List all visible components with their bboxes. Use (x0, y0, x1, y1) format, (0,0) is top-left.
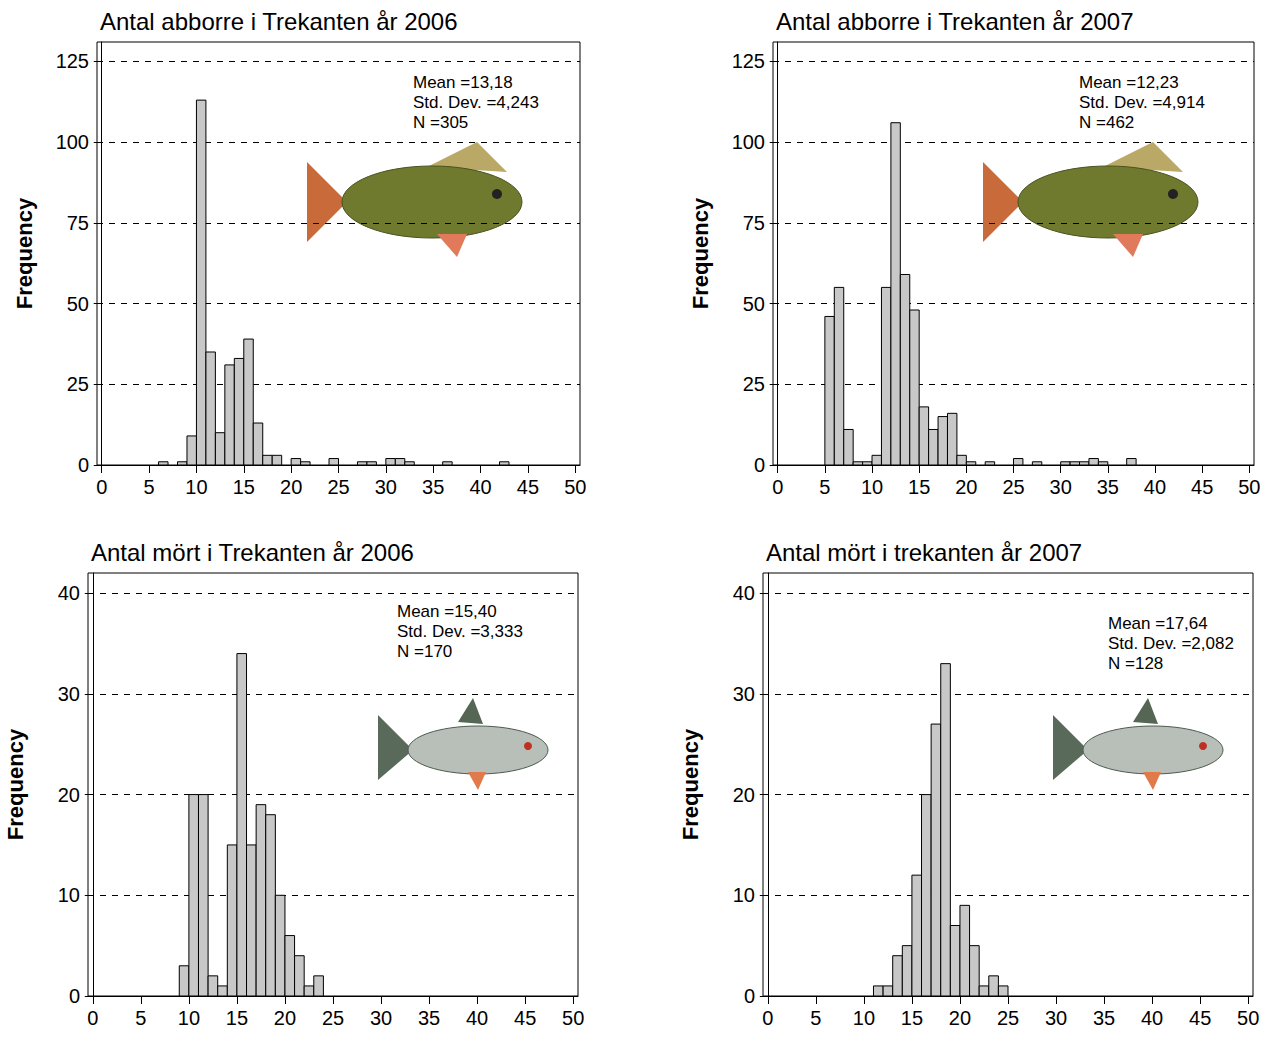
svg-text:Antal mört i Trekanten år 2006: Antal mört i Trekanten år 2006 (91, 539, 414, 566)
svg-text:25: 25 (327, 476, 349, 498)
svg-text:25: 25 (997, 1007, 1019, 1029)
svg-text:0: 0 (96, 476, 107, 498)
svg-text:Mean =13,18: Mean =13,18 (413, 73, 513, 92)
svg-text:Antal abborre i Trekanten år 2: Antal abborre i Trekanten år 2006 (100, 8, 458, 35)
svg-text:N =170: N =170 (397, 642, 452, 661)
svg-text:100: 100 (732, 131, 765, 153)
svg-text:30: 30 (375, 476, 397, 498)
svg-text:Mean =12,23: Mean =12,23 (1079, 73, 1179, 92)
svg-text:10: 10 (861, 476, 883, 498)
svg-text:50: 50 (562, 1007, 584, 1029)
svg-text:5: 5 (819, 476, 830, 498)
svg-text:10: 10 (58, 884, 80, 906)
svg-text:20: 20 (274, 1007, 296, 1029)
svg-text:Std. Dev. =3,333: Std. Dev. =3,333 (397, 622, 523, 641)
svg-text:25: 25 (743, 373, 765, 395)
svg-text:0: 0 (744, 985, 755, 1007)
svg-text:Frequency: Frequency (12, 197, 37, 309)
svg-text:N =128: N =128 (1108, 654, 1163, 673)
svg-text:45: 45 (1191, 476, 1213, 498)
svg-text:0: 0 (762, 1007, 773, 1029)
svg-text:20: 20 (949, 1007, 971, 1029)
svg-text:40: 40 (1141, 1007, 1163, 1029)
svg-text:N =462: N =462 (1079, 113, 1134, 132)
svg-text:30: 30 (1045, 1007, 1067, 1029)
svg-text:50: 50 (564, 476, 586, 498)
svg-text:0: 0 (69, 985, 80, 1007)
svg-text:20: 20 (58, 784, 80, 806)
svg-text:0: 0 (754, 454, 765, 476)
svg-text:30: 30 (370, 1007, 392, 1029)
svg-text:50: 50 (743, 293, 765, 315)
svg-text:25: 25 (322, 1007, 344, 1029)
svg-text:15: 15 (233, 476, 255, 498)
svg-text:35: 35 (1097, 476, 1119, 498)
svg-text:35: 35 (1093, 1007, 1115, 1029)
svg-text:25: 25 (67, 373, 89, 395)
svg-text:15: 15 (901, 1007, 923, 1029)
svg-text:20: 20 (955, 476, 977, 498)
svg-text:50: 50 (1238, 476, 1260, 498)
svg-text:40: 40 (466, 1007, 488, 1029)
svg-text:125: 125 (56, 50, 89, 72)
svg-text:75: 75 (67, 212, 89, 234)
svg-text:45: 45 (517, 476, 539, 498)
svg-text:Mean =15,40: Mean =15,40 (397, 602, 497, 621)
svg-text:10: 10 (185, 476, 207, 498)
svg-text:0: 0 (772, 476, 783, 498)
svg-text:50: 50 (67, 293, 89, 315)
svg-text:25: 25 (1002, 476, 1024, 498)
svg-text:N =305: N =305 (413, 113, 468, 132)
svg-text:15: 15 (226, 1007, 248, 1029)
svg-text:10: 10 (178, 1007, 200, 1029)
svg-text:50: 50 (1237, 1007, 1259, 1029)
svg-text:20: 20 (733, 784, 755, 806)
svg-text:30: 30 (733, 683, 755, 705)
svg-text:100: 100 (56, 131, 89, 153)
svg-text:10: 10 (733, 884, 755, 906)
svg-text:Std. Dev. =4,243: Std. Dev. =4,243 (413, 93, 539, 112)
svg-text:45: 45 (514, 1007, 536, 1029)
svg-text:Mean =17,64: Mean =17,64 (1108, 614, 1208, 633)
svg-text:35: 35 (418, 1007, 440, 1029)
svg-text:Frequency: Frequency (688, 197, 713, 309)
svg-text:75: 75 (743, 212, 765, 234)
svg-text:Antal abborre i Trekanten år 2: Antal abborre i Trekanten år 2007 (776, 8, 1134, 35)
svg-text:40: 40 (733, 582, 755, 604)
svg-text:45: 45 (1189, 1007, 1211, 1029)
svg-text:20: 20 (280, 476, 302, 498)
svg-text:125: 125 (732, 50, 765, 72)
svg-text:30: 30 (58, 683, 80, 705)
svg-text:5: 5 (810, 1007, 821, 1029)
svg-text:0: 0 (87, 1007, 98, 1029)
svg-text:Antal mört i trekanten år 2007: Antal mört i trekanten år 2007 (766, 539, 1082, 566)
svg-text:Std. Dev. =4,914: Std. Dev. =4,914 (1079, 93, 1205, 112)
svg-text:35: 35 (422, 476, 444, 498)
svg-text:10: 10 (853, 1007, 875, 1029)
svg-text:0: 0 (78, 454, 89, 476)
svg-text:40: 40 (58, 582, 80, 604)
svg-text:Std. Dev. =2,082: Std. Dev. =2,082 (1108, 634, 1234, 653)
svg-text:Frequency: Frequency (678, 728, 703, 840)
svg-text:15: 15 (908, 476, 930, 498)
svg-text:Frequency: Frequency (3, 728, 28, 840)
svg-text:5: 5 (135, 1007, 146, 1029)
svg-text:40: 40 (1144, 476, 1166, 498)
svg-text:5: 5 (144, 476, 155, 498)
svg-text:30: 30 (1050, 476, 1072, 498)
svg-text:40: 40 (469, 476, 491, 498)
